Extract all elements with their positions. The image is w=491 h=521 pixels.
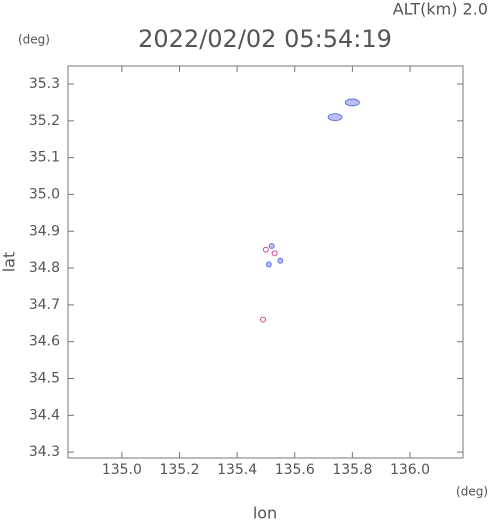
- echo-point: [271, 250, 278, 257]
- echo-point: [263, 246, 269, 253]
- echo-point: [268, 243, 275, 249]
- echo-point: [344, 98, 360, 107]
- y-tick-label: 35.3: [29, 76, 60, 92]
- echo-point: [327, 113, 343, 122]
- y-tick-label: 34.4: [29, 407, 60, 423]
- echo-point: [260, 316, 266, 323]
- plot-frame: [67, 65, 464, 459]
- y-axis-label: lat: [0, 252, 19, 273]
- x-unit: (deg): [456, 485, 488, 499]
- echo-point: [277, 257, 284, 264]
- altitude-label: ALT(km) 2.0: [393, 0, 488, 19]
- x-tick-label: 135.4: [217, 462, 257, 478]
- y-tick-label: 34.5: [29, 370, 60, 386]
- y-tick-label: 34.9: [29, 223, 60, 239]
- echo-point: [265, 261, 272, 268]
- y-tick-label: 34.8: [29, 260, 60, 276]
- x-tick-label: 135.2: [159, 462, 199, 478]
- x-tick-label: 135.6: [275, 462, 315, 478]
- y-tick-label: 34.7: [29, 297, 60, 313]
- x-axis-label: lon: [253, 504, 277, 521]
- y-tick-label: 35.2: [29, 113, 60, 129]
- y-unit: (deg): [18, 33, 50, 47]
- y-tick-label: 34.6: [29, 334, 60, 350]
- x-tick-label: 136.0: [390, 462, 430, 478]
- y-tick-label: 35.1: [29, 150, 60, 166]
- y-tick-label: 35.0: [29, 186, 60, 202]
- x-tick-label: 135.0: [102, 462, 142, 478]
- y-tick-label: 34.3: [29, 444, 60, 460]
- x-tick-label: 135.8: [332, 462, 372, 478]
- chart-title: 2022/02/02 05:54:19: [138, 25, 392, 53]
